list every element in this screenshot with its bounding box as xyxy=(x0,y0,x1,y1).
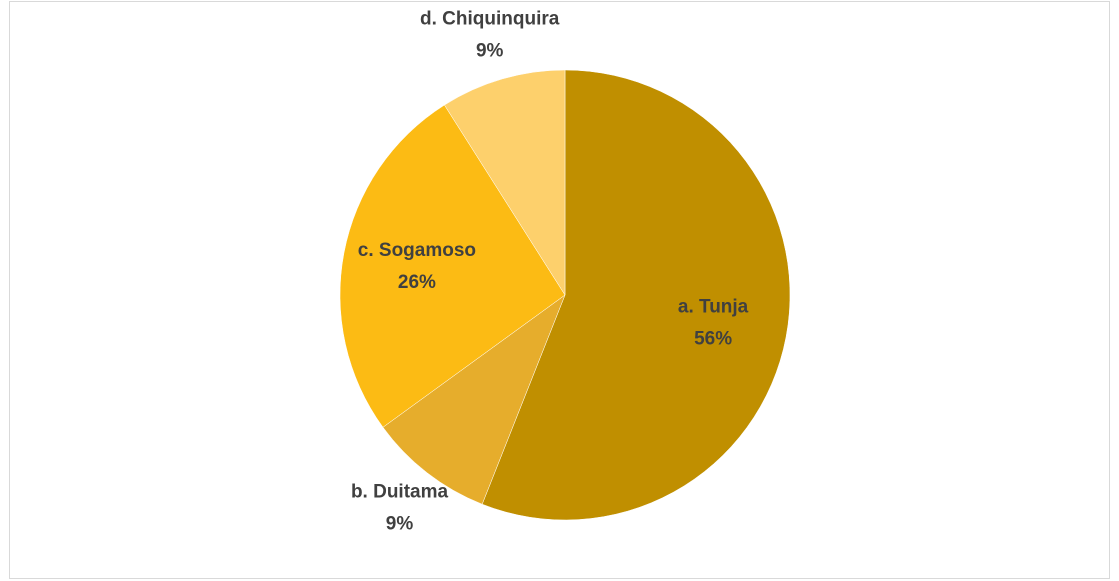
slice-label: a. Tunja xyxy=(678,296,749,317)
pie-slice xyxy=(382,294,566,505)
slice-value-label: 9% xyxy=(476,41,504,62)
slice-value-label: 56% xyxy=(694,328,732,349)
slice-label: b. Duitama xyxy=(351,481,449,502)
pie-slice xyxy=(481,69,791,521)
slice-value-label: 26% xyxy=(398,272,436,293)
pie-slice xyxy=(339,104,566,428)
slice-value-label: 9% xyxy=(386,513,414,534)
slice-label: c. Sogamoso xyxy=(358,240,476,261)
pie-slice xyxy=(444,69,566,296)
slice-label: d. Chiquinquira xyxy=(420,9,560,30)
